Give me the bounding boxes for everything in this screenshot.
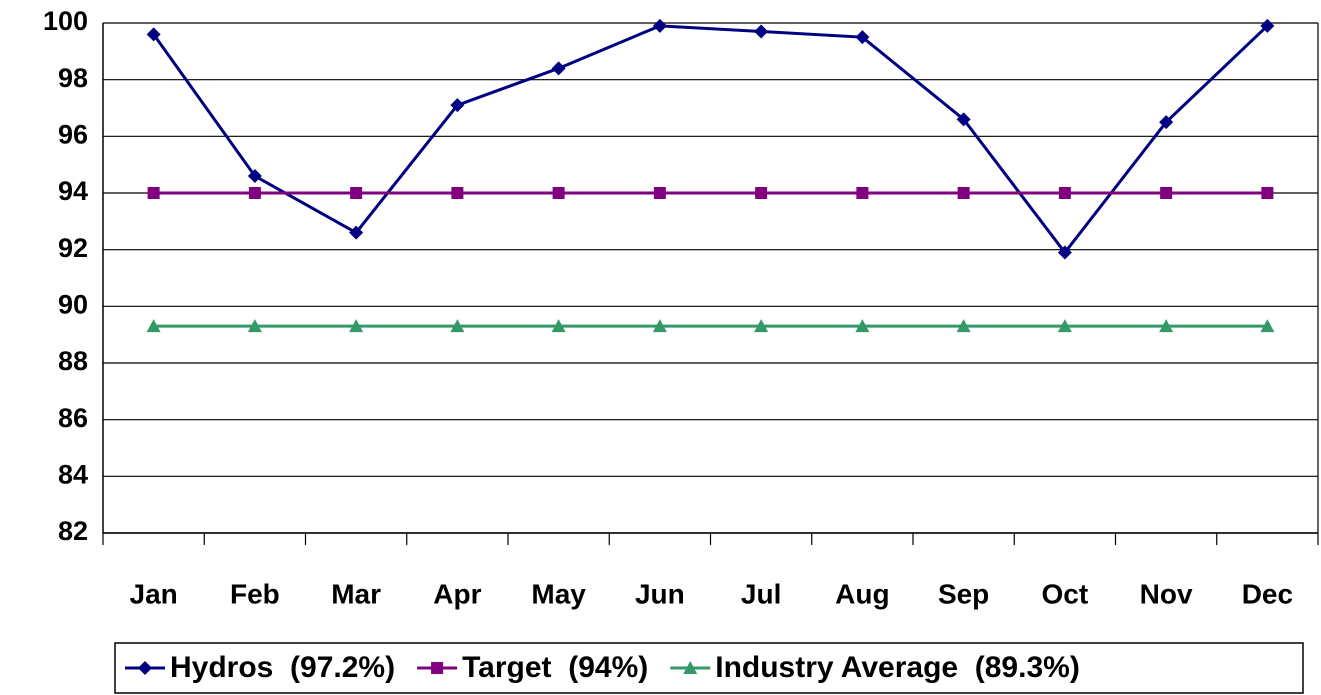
- marker: [350, 187, 363, 199]
- x-tick-label: Feb: [230, 578, 280, 609]
- marker: [247, 169, 262, 183]
- legend-label: Industry Average (89.3%): [715, 651, 1080, 684]
- legend-box: [114, 642, 1304, 694]
- marker: [551, 319, 566, 333]
- marker: [956, 319, 971, 333]
- marker: [856, 187, 869, 199]
- marker: [349, 319, 364, 333]
- marker: [1160, 187, 1173, 199]
- marker: [1260, 319, 1275, 333]
- x-tick-label: Jul: [741, 578, 781, 609]
- legend-label: Hydros (97.2%): [170, 651, 395, 684]
- marker: [431, 662, 444, 674]
- x-tick-label: Nov: [1140, 578, 1193, 609]
- marker: [451, 187, 464, 199]
- marker: [248, 187, 261, 199]
- x-tick-label: Sep: [938, 578, 989, 609]
- marker: [1261, 187, 1274, 199]
- marker: [755, 187, 768, 199]
- marker: [754, 319, 769, 333]
- marker: [138, 661, 152, 675]
- marker: [653, 187, 666, 199]
- marker: [652, 319, 667, 333]
- marker: [1159, 115, 1174, 130]
- x-tick-label: May: [531, 578, 586, 609]
- y-tick-label: 92: [58, 233, 88, 263]
- x-tick-label: Mar: [331, 578, 381, 609]
- x-tick-label: Dec: [1242, 578, 1293, 609]
- x-tick-label: Jun: [635, 578, 685, 609]
- marker: [551, 61, 566, 76]
- series-line: [152, 24, 1269, 255]
- marker: [1260, 18, 1275, 33]
- x-tick-label: Jan: [130, 578, 178, 609]
- legend-label: Target (94%): [462, 651, 648, 684]
- marker: [683, 661, 698, 674]
- marker: [552, 187, 565, 199]
- y-tick-label: 84: [58, 459, 88, 489]
- marker: [652, 18, 667, 33]
- y-tick-label: 98: [58, 63, 88, 93]
- marker: [147, 187, 160, 199]
- marker: [754, 24, 769, 39]
- x-tick-label: Aug: [835, 578, 889, 609]
- marker: [855, 319, 870, 333]
- y-tick-label: 88: [58, 346, 88, 376]
- marker: [349, 225, 364, 240]
- marker: [1058, 187, 1071, 199]
- marker: [956, 112, 971, 127]
- marker: [855, 30, 870, 45]
- y-tick-label: 86: [58, 403, 88, 433]
- x-tick-label: Oct: [1042, 578, 1089, 609]
- y-tick-label: 94: [58, 176, 88, 206]
- marker: [450, 98, 465, 113]
- marker: [450, 319, 465, 333]
- y-tick-label: 100: [43, 6, 88, 36]
- y-tick-label: 82: [58, 516, 88, 546]
- y-tick-label: 90: [58, 289, 88, 319]
- marker: [247, 319, 262, 333]
- marker: [146, 27, 161, 42]
- marker: [957, 187, 970, 199]
- marker: [1057, 319, 1072, 333]
- marker: [1057, 245, 1072, 260]
- x-tick-label: Apr: [433, 578, 481, 609]
- marker: [146, 319, 161, 333]
- y-tick-label: 96: [58, 119, 88, 149]
- marker: [1159, 319, 1174, 333]
